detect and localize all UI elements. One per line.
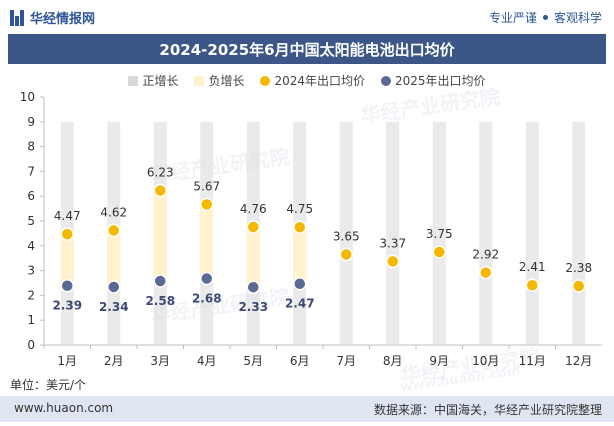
change-bar [153, 190, 167, 282]
change-bar [60, 234, 74, 286]
x-tick-label: 1月 [57, 354, 77, 368]
point-2025 [200, 271, 214, 286]
x-tick-label: 7月 [336, 354, 356, 368]
footer-url: www.huaon.com [14, 401, 114, 415]
x-tick-label: 2月 [104, 354, 124, 368]
legend-item-decrease: 负增长 [194, 72, 244, 89]
background-column [339, 121, 353, 345]
point-2024 [572, 279, 586, 293]
point-2025 [107, 280, 121, 294]
point-2024 [339, 247, 353, 262]
x-tick-label: 6月 [290, 354, 310, 368]
data-label-2024: 4.76 [240, 202, 267, 216]
background-column [572, 121, 586, 345]
legend-item-2024: 2024年出口均价 [260, 72, 365, 89]
y-tick-label: 10 [20, 90, 35, 104]
data-label-2025: 2.33 [238, 300, 268, 314]
change-bar [200, 204, 214, 279]
legend-swatch-2024 [260, 75, 271, 86]
slogan-left: 专业严谨 [488, 11, 537, 25]
legend-label-2024: 2024年出口均价 [274, 74, 366, 88]
y-tick-label: 2 [27, 288, 35, 302]
y-tick-label: 4 [27, 239, 35, 253]
legend-item-2025: 2025年出口均价 [381, 72, 486, 89]
brand: 华经情报网 [10, 8, 95, 27]
point-2025 [153, 274, 167, 288]
change-bar [293, 227, 307, 284]
unit-label: 单位：美元/个 [10, 378, 87, 392]
x-tick-label: 4月 [197, 354, 217, 368]
x-tick-label: 8月 [383, 354, 403, 368]
legend-item-increase: 正增长 [128, 72, 178, 89]
point-2024 [153, 183, 167, 198]
data-label-2024: 4.47 [54, 209, 81, 223]
legend-label-decrease: 负增长 [208, 74, 245, 88]
data-label-2025: 2.34 [99, 300, 129, 314]
background-column [525, 121, 539, 345]
point-2024 [525, 278, 539, 292]
point-2024 [386, 254, 400, 269]
point-2024 [293, 220, 307, 234]
data-label-2025: 2.58 [145, 294, 175, 308]
point-2024 [200, 197, 214, 212]
y-tick-label: 1 [27, 313, 35, 327]
x-tick-label: 9月 [429, 354, 449, 368]
y-tick-label: 3 [27, 264, 35, 278]
point-2025 [293, 276, 307, 291]
background-column [479, 121, 493, 345]
slogan-dot-icon [542, 15, 548, 20]
data-label-2024: 3.65 [333, 229, 360, 243]
y-tick-label: 9 [27, 115, 35, 129]
y-tick-label: 8 [27, 140, 35, 154]
point-2025 [60, 278, 74, 293]
y-tick-label: 7 [27, 164, 35, 178]
y-tick-label: 0 [27, 338, 35, 352]
data-label-2025: 2.39 [52, 299, 82, 313]
brand-logo-icon [10, 9, 24, 26]
slogan: 专业严谨 客观科学 [489, 9, 602, 26]
data-label-2025: 2.47 [285, 297, 315, 311]
legend-label-2025: 2025年出口均价 [395, 74, 486, 88]
point-2024 [60, 227, 74, 241]
x-tick-label: 10月 [472, 354, 499, 368]
footer: www.huaon.com 数据来源：中国海关，华经产业研究院整理 [0, 396, 614, 422]
legend: 正增长 负增长 2024年出口均价 2025年出口均价 [0, 72, 614, 89]
point-2024 [246, 220, 260, 234]
data-label-2025: 2.68 [192, 292, 222, 306]
brand-name: 华经情报网 [30, 12, 96, 27]
data-label-2024: 4.62 [100, 205, 127, 219]
x-tick-label: 12月 [565, 354, 592, 368]
point-2024 [107, 223, 121, 238]
data-label-2024: 3.37 [379, 236, 406, 250]
background-column [432, 121, 446, 345]
slogan-right: 客观科学 [553, 11, 602, 25]
point-2024 [432, 245, 446, 259]
legend-swatch-increase [128, 75, 139, 86]
y-tick-label: 5 [27, 214, 35, 228]
data-label-2024: 4.75 [286, 202, 313, 216]
footer-source: 数据来源：中国海关，华经产业研究院整理 [373, 403, 602, 417]
data-label-2024: 5.67 [193, 179, 220, 193]
data-label-2024: 3.75 [426, 227, 453, 241]
change-bar [246, 226, 260, 288]
legend-swatch-decrease [194, 75, 205, 86]
legend-label-increase: 正增长 [142, 74, 179, 88]
legend-swatch-2025 [381, 75, 392, 86]
x-tick-label: 5月 [243, 354, 263, 368]
point-2025 [246, 280, 260, 294]
background-column [386, 121, 400, 345]
x-tick-label: 3月 [150, 354, 170, 368]
data-label-2024: 2.41 [519, 260, 546, 274]
chart-title: 2024-2025年6月中国太阳能电池出口均价 [8, 34, 606, 64]
point-2024 [479, 265, 493, 280]
data-label-2024: 2.92 [472, 248, 499, 262]
y-tick-label: 6 [27, 189, 35, 203]
change-bar [107, 230, 121, 287]
data-label-2024: 6.23 [147, 165, 174, 179]
top-bar: 华经情报网 专业严谨 客观科学 [0, 0, 614, 34]
x-tick-label: 11月 [519, 354, 546, 368]
data-label-2024: 2.38 [565, 261, 592, 275]
